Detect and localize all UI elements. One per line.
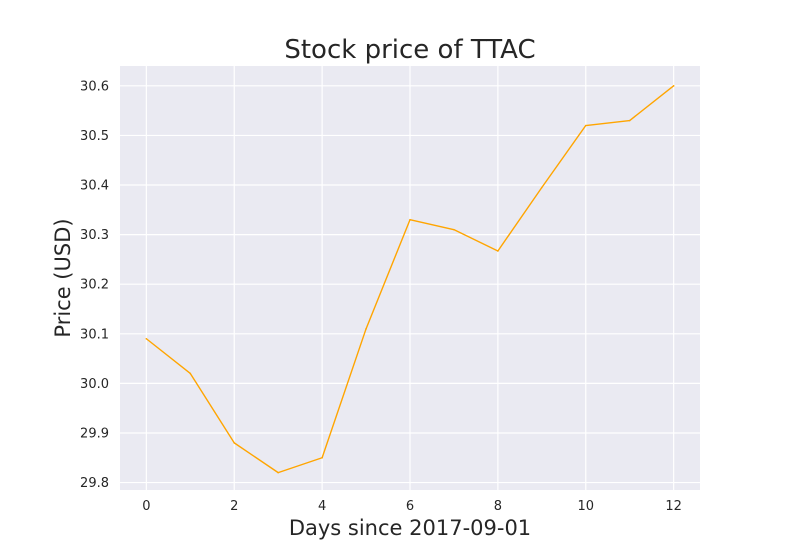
x-tick-label: 0 — [142, 499, 150, 514]
y-tick-label: 30.0 — [80, 377, 109, 392]
x-tick-label: 8 — [494, 499, 502, 514]
y-axis-label: Price (USD) — [51, 218, 75, 337]
data-point — [497, 250, 499, 252]
y-tick-label: 30.6 — [80, 79, 109, 94]
x-tick-label: 2 — [230, 499, 238, 514]
data-point — [584, 124, 587, 127]
data-point — [409, 218, 411, 221]
y-tick-label: 29.9 — [80, 426, 109, 441]
y-tick-label: 30.2 — [80, 278, 109, 293]
data-point — [453, 228, 455, 231]
y-gridlines — [120, 85, 700, 484]
data-point — [541, 186, 543, 189]
data-point — [233, 442, 236, 444]
data-point — [145, 337, 148, 340]
y-tick-label: 30.1 — [80, 327, 109, 342]
chart-title: Stock price of TTAC — [284, 35, 535, 65]
y-tick-label: 29.8 — [80, 476, 109, 491]
data-point — [321, 456, 323, 459]
series-layer — [145, 85, 675, 474]
data-point — [628, 119, 631, 122]
data-point — [189, 372, 192, 375]
y-tick-label: 30.4 — [80, 179, 109, 194]
x-tick-label: 6 — [406, 499, 414, 514]
x-gridlines — [145, 66, 675, 490]
data-point — [365, 328, 367, 330]
data-point — [672, 85, 675, 87]
y-tick-labels: 29.8 29.9 30.0 30.1 30.2 30.3 30.4 30.5 30.6 — [80, 79, 109, 491]
x-tick-label: 12 — [665, 499, 682, 514]
x-axis-label: Days since 2017-09-01 — [289, 516, 531, 540]
data-point — [277, 471, 279, 474]
x-tick-label: 4 — [318, 499, 326, 514]
y-tick-label: 30.5 — [80, 129, 109, 144]
x-tick-label: 10 — [577, 499, 594, 514]
x-tick-labels: 0 2 4 6 8 10 12 — [142, 499, 682, 514]
y-tick-label: 30.3 — [80, 228, 109, 243]
